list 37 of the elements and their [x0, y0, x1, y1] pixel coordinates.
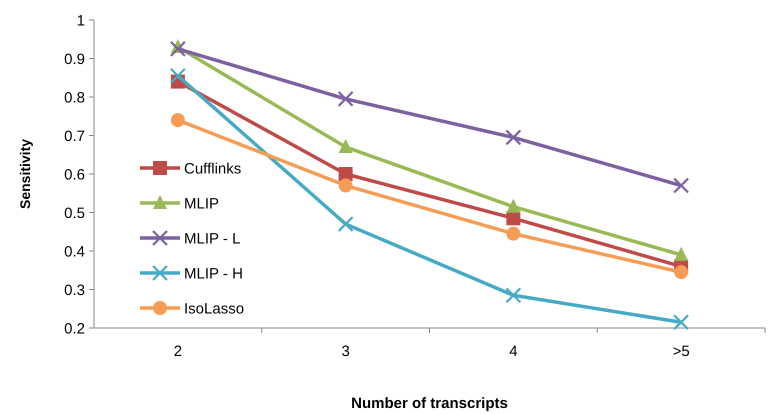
y-tick-label: 0.7 — [64, 128, 85, 145]
legend-label: MLIP - L — [184, 230, 240, 248]
y-tick-label: 0.4 — [64, 243, 85, 260]
point — [338, 167, 353, 181]
legend-label: IsoLasso — [184, 300, 244, 318]
legend-label: Cufflinks — [184, 160, 242, 178]
y-axis-title: Sensitivity — [17, 138, 33, 210]
x-axis-title: Number of transcripts — [351, 395, 508, 412]
point — [673, 178, 689, 194]
y-tick-label: 0.5 — [64, 204, 85, 222]
point — [506, 198, 520, 213]
legend-label: MLIP — [184, 195, 220, 212]
point — [506, 130, 522, 146]
x-tick-label: 2 — [174, 343, 182, 360]
point — [674, 265, 688, 280]
point — [506, 226, 520, 241]
point — [674, 246, 688, 261]
point — [170, 68, 186, 84]
x-tick-label: >5 — [672, 343, 690, 360]
point — [506, 288, 522, 304]
y-tick-label: 0.2 — [64, 320, 85, 338]
point — [338, 91, 354, 107]
point — [170, 41, 186, 57]
x-tick-label: 4 — [509, 343, 518, 360]
y-tick-label: 0.3 — [64, 282, 85, 299]
point — [338, 178, 353, 193]
point — [338, 139, 353, 154]
y-tick-label: 0.9 — [64, 50, 85, 68]
point — [170, 113, 185, 128]
x-tick-label: 3 — [341, 343, 350, 360]
legend-label: MLIP - H — [184, 265, 243, 282]
y-tick-label: 0.6 — [64, 166, 85, 184]
point — [673, 314, 689, 330]
point — [338, 216, 354, 232]
y-tick-label: 0.8 — [64, 89, 85, 106]
y-tick-label: 1 — [76, 12, 85, 30]
point — [506, 211, 520, 226]
